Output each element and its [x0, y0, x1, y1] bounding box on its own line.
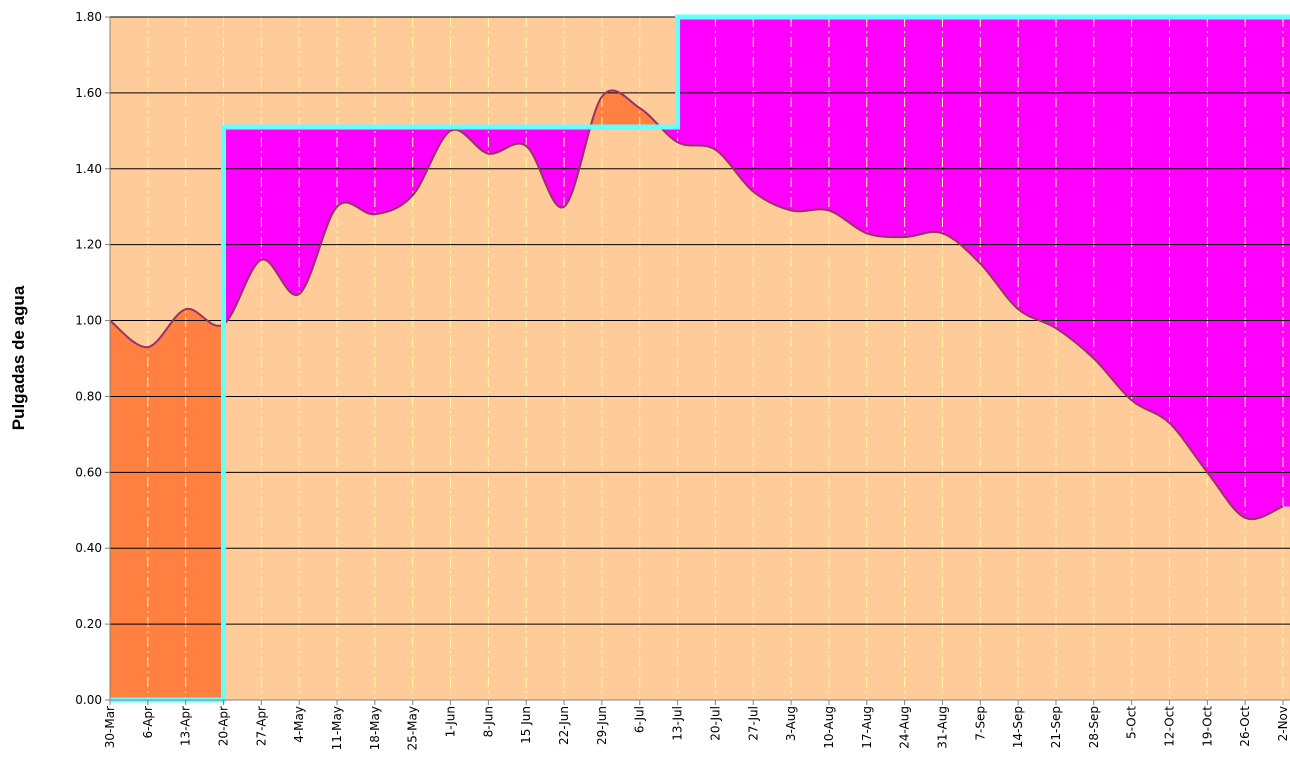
y-tick-label: 0.20: [75, 617, 102, 631]
x-tick-label: 30-Mar: [103, 706, 117, 748]
x-tick-label: 1-Jun: [444, 706, 458, 737]
x-tick-label: 8-Jun: [481, 706, 495, 737]
y-tick-label: 0.40: [75, 541, 102, 555]
x-tick-label: 3-Aug: [784, 706, 798, 741]
y-tick-label: 0.00: [75, 693, 102, 707]
x-tick-label: 7-Sep: [973, 706, 987, 741]
demand-line: [109, 89, 1284, 521]
x-tick-label: 20-Jul: [708, 706, 722, 741]
x-tick-label: 19-Oct: [1200, 706, 1214, 747]
x-tick-label: 14-Sep: [1011, 706, 1025, 748]
x-tick-label: 6-Apr: [141, 706, 155, 739]
y-tick-label: 1.40: [75, 162, 102, 176]
x-tick-label: 29-Jun: [595, 706, 609, 745]
x-tick-label: 4-May: [292, 706, 306, 743]
x-tick-label: 6-Jul: [633, 706, 647, 733]
x-tick-label: 15 Jun: [519, 706, 533, 744]
x-tick-label: 26-Oct: [1238, 706, 1252, 747]
y-tick-label: 1.20: [75, 238, 102, 252]
x-tick-label: 27-Jul: [746, 706, 760, 741]
x-tick-label: 5-Oct: [1125, 706, 1139, 739]
x-tick-label: 13-Apr: [179, 706, 193, 746]
x-tick-label: 18-May: [368, 706, 382, 750]
x-tick-label: 11-May: [330, 706, 344, 750]
x-tick-label: 2-Nov: [1276, 706, 1290, 741]
y-axis-title: Pulgadas de agua: [9, 285, 28, 430]
x-tick-label: 27-Apr: [254, 706, 268, 746]
supply-step-line: [110, 14, 1290, 703]
y-tick-label: 1.80: [75, 10, 102, 24]
x-tick-label: 10-Aug: [822, 706, 836, 749]
x-tick-label: 25-May: [406, 706, 420, 750]
x-tick-label: 24-Aug: [898, 706, 912, 749]
x-tick-label: 21-Sep: [1049, 706, 1063, 748]
x-tick-label: 28-Sep: [1087, 706, 1101, 748]
x-tick-label: 31-Aug: [935, 706, 949, 749]
y-tick-label: 0.60: [75, 465, 102, 479]
x-tick-label: 22-Jun: [557, 706, 571, 745]
x-tick-label: 17-Aug: [860, 706, 874, 749]
y-tick-label: 1.00: [75, 314, 102, 328]
y-tick-label: 0.80: [75, 389, 102, 403]
base-area: [110, 90, 1290, 700]
y-tick-label: 1.60: [75, 86, 102, 100]
x-tick-label: 13-Jul: [671, 706, 685, 741]
x-tick-label: 12-Oct: [1162, 706, 1176, 747]
x-tick-label: 20-Apr: [217, 706, 231, 746]
